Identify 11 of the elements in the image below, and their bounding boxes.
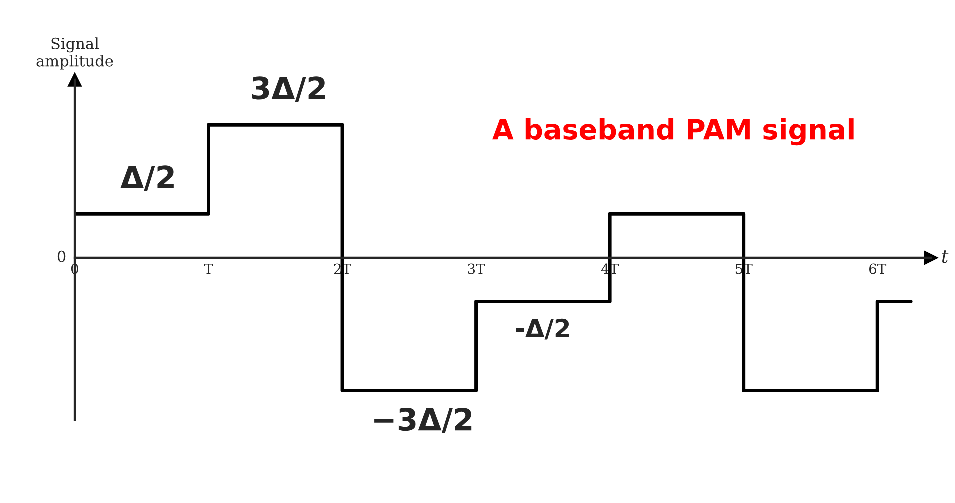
text: 0	[58, 250, 66, 262]
annotation: -Δ/2	[516, 318, 570, 340]
x-tick-label: 3T	[468, 264, 486, 274]
x-tick-label: T	[204, 264, 214, 274]
annotation: Δ/2	[120, 166, 174, 192]
annotation: −3Δ/2	[374, 408, 472, 434]
chart-title: A baseband PAM signal	[492, 118, 854, 146]
y-axis-title: Signal amplitude	[36, 38, 114, 70]
x-tick-label: 6T	[869, 264, 887, 274]
annotation: 3Δ/2	[252, 76, 326, 102]
x-axis-title: t	[942, 250, 949, 264]
